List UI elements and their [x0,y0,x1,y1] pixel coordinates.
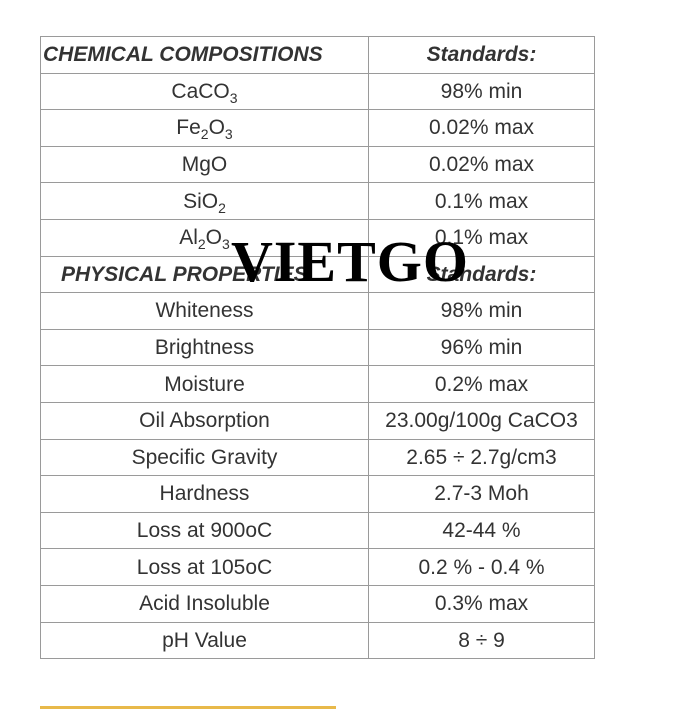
property-value-cell: 23.00g/100g CaCO3 [368,401,595,440]
property-name-cell: Hardness [40,475,369,513]
physical-properties-header: PHYSICAL PROPERTIES [40,255,369,294]
table-row: Whiteness 98% min [40,292,595,330]
property-name-cell: Acid Insoluble [40,584,369,623]
physical-standards-header: Standards: [368,255,595,294]
physical-header-row: PHYSICAL PROPERTIES Standards: [40,255,595,294]
property-value-cell: 0.2 % - 0.4 % [368,548,595,586]
property-value-cell: 96% min [368,328,595,367]
chemical-value-cell: 0.1% max [368,218,595,257]
chemical-name-cell: CaCO3 [40,72,369,111]
property-name-cell: Loss at 105oC [40,548,369,586]
divider-bar [40,706,336,709]
property-value-cell: 2.65 ÷ 2.7g/cm3 [368,438,595,477]
chemical-name-cell: Fe2O3 [40,109,369,147]
chemical-name-cell: MgO [40,145,369,184]
table-row: Acid Insoluble 0.3% max [40,584,595,623]
property-name-cell: Loss at 900oC [40,511,369,550]
property-value-cell: 42-44 % [368,511,595,550]
chemical-name-cell: Al2O3 [40,218,369,257]
property-name-cell: Oil Absorption [40,401,369,440]
table-row: MgO 0.02% max [40,145,595,184]
table-row: Brightness 96% min [40,328,595,367]
table-row: CaCO3 98% min [40,72,595,111]
chemical-value-cell: 0.02% max [368,145,595,184]
table-row: pH Value 8 ÷ 9 [40,621,595,660]
property-name-cell: Brightness [40,328,369,367]
table-row: Fe2O3 0.02% max [40,109,595,147]
property-value-cell: 0.2% max [368,365,595,403]
property-name-cell: Specific Gravity [40,438,369,477]
property-value-cell: 0.3% max [368,584,595,623]
table-row: Loss at 900oC 42-44 % [40,511,595,550]
chemical-value-cell: 0.02% max [368,109,595,147]
property-name-cell: pH Value [40,621,369,660]
specifications-table: CHEMICAL COMPOSITIONS Standards: CaCO3 9… [40,36,595,660]
table-row: Specific Gravity 2.65 ÷ 2.7g/cm3 [40,438,595,477]
chemical-header-row: CHEMICAL COMPOSITIONS Standards: [40,36,595,74]
chemical-value-cell: 0.1% max [368,182,595,220]
property-value-cell: 2.7-3 Moh [368,475,595,513]
property-name-cell: Whiteness [40,292,369,330]
property-value-cell: 8 ÷ 9 [368,621,595,660]
property-value-cell: 98% min [368,292,595,330]
table-row: SiO2 0.1% max [40,182,595,220]
table-row: Al2O3 0.1% max [40,218,595,257]
table-row: Moisture 0.2% max [40,365,595,403]
property-name-cell: Moisture [40,365,369,403]
chemical-compositions-header: CHEMICAL COMPOSITIONS [40,36,369,74]
table-row: Loss at 105oC 0.2 % - 0.4 % [40,548,595,586]
chemical-standards-header: Standards: [368,36,595,74]
table-row: Oil Absorption 23.00g/100g CaCO3 [40,401,595,440]
table-row: Hardness 2.7-3 Moh [40,475,595,513]
chemical-name-cell: SiO2 [40,182,369,220]
chemical-value-cell: 98% min [368,72,595,111]
